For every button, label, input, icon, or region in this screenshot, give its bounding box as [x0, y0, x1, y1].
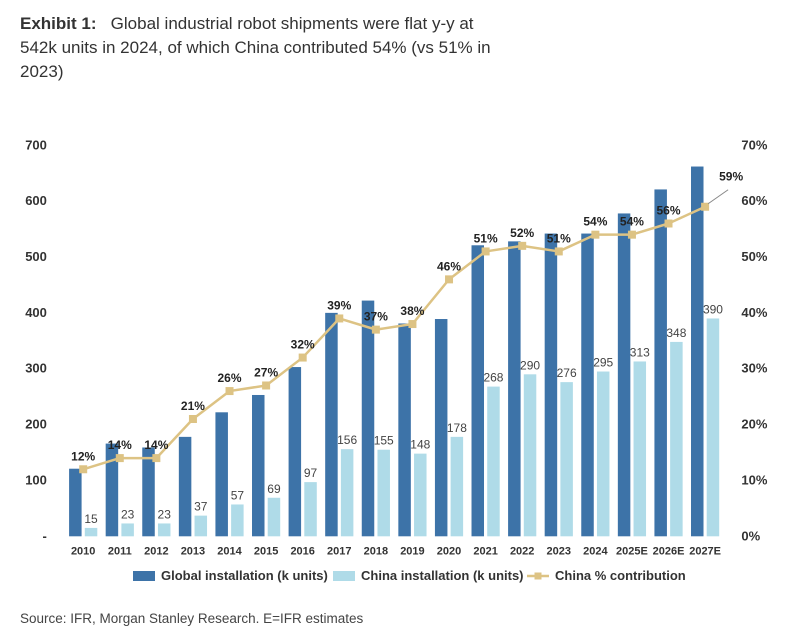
svg-text:30%: 30% [741, 361, 767, 376]
svg-text:2013: 2013 [181, 545, 205, 557]
svg-text:-: - [43, 528, 47, 543]
svg-text:348: 348 [666, 326, 686, 340]
svg-text:313: 313 [630, 345, 650, 359]
svg-text:32%: 32% [291, 338, 315, 352]
svg-text:2019: 2019 [400, 545, 424, 557]
svg-text:46%: 46% [437, 259, 461, 273]
svg-text:2020: 2020 [437, 545, 461, 557]
svg-text:2018: 2018 [364, 545, 388, 557]
svg-text:700: 700 [25, 137, 47, 152]
svg-text:0%: 0% [741, 528, 760, 543]
svg-text:15: 15 [84, 512, 98, 526]
svg-text:268: 268 [483, 371, 503, 385]
svg-text:2017: 2017 [327, 545, 351, 557]
svg-text:50%: 50% [741, 249, 767, 264]
svg-text:2025E: 2025E [616, 545, 648, 557]
svg-text:54%: 54% [620, 215, 644, 229]
svg-text:38%: 38% [400, 304, 424, 318]
svg-text:27%: 27% [254, 365, 278, 379]
svg-text:2011: 2011 [108, 545, 132, 557]
svg-text:52%: 52% [510, 226, 534, 240]
svg-text:155: 155 [374, 434, 394, 448]
svg-text:26%: 26% [218, 371, 242, 385]
svg-text:14%: 14% [144, 438, 168, 452]
svg-text:2024: 2024 [583, 545, 608, 557]
svg-text:148: 148 [410, 438, 430, 452]
svg-text:2016: 2016 [290, 545, 314, 557]
svg-text:57: 57 [231, 488, 245, 502]
svg-text:12%: 12% [71, 449, 95, 463]
svg-text:10%: 10% [741, 472, 767, 487]
svg-text:276: 276 [557, 366, 577, 380]
svg-text:290: 290 [520, 358, 540, 372]
svg-text:56%: 56% [657, 204, 681, 218]
svg-text:2027E: 2027E [689, 545, 721, 557]
svg-text:97: 97 [304, 466, 318, 480]
svg-text:40%: 40% [741, 305, 767, 320]
svg-text:70%: 70% [741, 137, 767, 152]
svg-text:20%: 20% [741, 417, 767, 432]
svg-text:23: 23 [158, 507, 172, 521]
svg-text:2010: 2010 [71, 545, 95, 557]
svg-text:54%: 54% [583, 215, 607, 229]
svg-text:2012: 2012 [144, 545, 168, 557]
svg-text:59%: 59% [719, 170, 743, 184]
svg-text:51%: 51% [547, 231, 571, 245]
svg-text:37: 37 [194, 500, 208, 514]
svg-text:14%: 14% [108, 438, 132, 452]
svg-text:390: 390 [703, 302, 723, 316]
svg-text:200: 200 [25, 417, 47, 432]
svg-text:100: 100 [25, 472, 47, 487]
svg-text:21%: 21% [181, 399, 205, 413]
svg-text:39%: 39% [327, 298, 351, 312]
svg-text:2021: 2021 [473, 545, 497, 557]
svg-text:600: 600 [25, 193, 47, 208]
svg-text:400: 400 [25, 305, 47, 320]
svg-text:156: 156 [337, 433, 357, 447]
svg-text:2015: 2015 [254, 545, 278, 557]
svg-text:500: 500 [25, 249, 47, 264]
svg-text:69: 69 [267, 482, 281, 496]
svg-text:51%: 51% [474, 231, 498, 245]
svg-text:23: 23 [121, 507, 135, 521]
svg-text:2014: 2014 [217, 545, 242, 557]
svg-text:300: 300 [25, 361, 47, 376]
svg-text:2026E: 2026E [653, 545, 685, 557]
svg-text:2022: 2022 [510, 545, 534, 557]
svg-text:2023: 2023 [547, 545, 571, 557]
svg-text:295: 295 [593, 356, 613, 370]
svg-text:60%: 60% [741, 193, 767, 208]
svg-text:178: 178 [447, 421, 467, 435]
svg-text:37%: 37% [364, 310, 388, 324]
